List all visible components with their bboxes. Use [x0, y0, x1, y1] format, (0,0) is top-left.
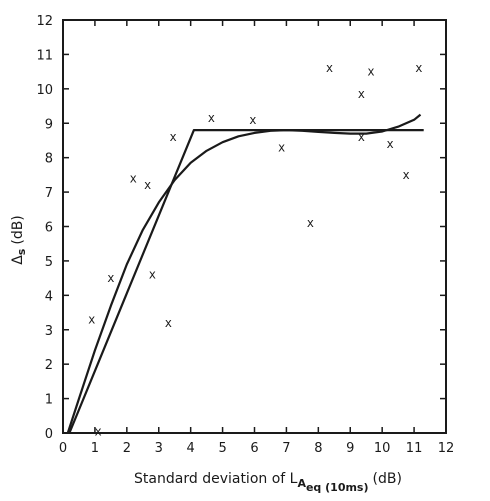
y-tick-label: 9: [45, 117, 53, 132]
y-tick-label: 6: [45, 221, 53, 236]
data-point-marker: x: [107, 271, 114, 285]
y-tick-label: 2: [45, 358, 53, 373]
x-tick-label: 8: [314, 441, 322, 456]
x-tick-label: 10: [374, 441, 391, 456]
plot-frame: [62, 19, 447, 434]
data-point-marker: x: [387, 137, 394, 151]
data-point-marker: x: [144, 178, 151, 192]
data-point-marker: x: [130, 171, 137, 185]
y-tick-label: 3: [45, 324, 53, 339]
x-axis-title-suffix: (dB): [373, 471, 402, 487]
data-point-marker: x: [402, 168, 409, 182]
plot-area-border: [62, 19, 447, 434]
data-point-marker: x: [208, 111, 215, 125]
x-tick-label: 12: [438, 441, 455, 456]
data-point-marker: x: [307, 216, 314, 230]
x-axis: 0 1 2 3 4 5 6 7 8 9 10 11 12: [59, 20, 454, 456]
data-point-marker: x: [358, 87, 365, 101]
piecewise-linear-fit-line: [68, 129, 424, 434]
data-point-marker: x: [326, 61, 333, 75]
y-tick-label: 10: [36, 83, 53, 98]
data-point-marker: x: [278, 140, 285, 154]
x-tick-label: 11: [406, 441, 423, 456]
data-point-marker: x: [165, 316, 172, 330]
data-point-marker: x: [358, 130, 365, 144]
x-tick-label: 1: [91, 441, 99, 456]
x-axis-title-subscript: A: [297, 477, 306, 490]
data-point-marker: x: [94, 424, 101, 438]
y-axis-title-subscript: s: [15, 248, 28, 255]
data-point-marker: x: [367, 65, 374, 79]
y-tick-label: 5: [45, 255, 53, 270]
x-tick-label: 2: [123, 441, 131, 456]
x-tick-label: 6: [250, 441, 258, 456]
y-tick-label: 12: [36, 14, 53, 29]
data-point-marker: x: [169, 130, 176, 144]
data-point-marker: x: [249, 113, 256, 127]
y-axis-title: Δs (dB): [10, 215, 28, 265]
x-axis-title-subsubscript: eq (10ms): [306, 481, 369, 494]
x-axis-title: Standard deviation of LAeq (10ms) (dB): [134, 471, 402, 494]
x-tick-label: 3: [155, 441, 163, 456]
fit-lines: [66, 113, 424, 434]
smooth-fit-curve: [66, 113, 422, 434]
y-axis-title-suffix: (dB): [10, 215, 26, 244]
y-axis-title-symbol: Δ: [10, 255, 26, 265]
y-tick-label: 0: [45, 427, 53, 442]
x-tick-label: 7: [282, 441, 290, 456]
x-tick-label: 0: [59, 441, 67, 456]
y-tick-label: 11: [36, 48, 53, 63]
data-point-marker: x: [88, 312, 95, 326]
y-tick-label: 4: [45, 289, 53, 304]
x-tick-label: 5: [218, 441, 226, 456]
x-axis-title-prefix: Standard deviation of L: [134, 471, 298, 487]
data-point-marker: x: [415, 61, 422, 75]
y-tick-label: 8: [45, 152, 53, 167]
data-point-marker: x: [149, 268, 156, 282]
y-tick-label: 1: [45, 393, 53, 408]
y-tick-label: 7: [45, 186, 53, 201]
x-tick-label: 9: [346, 441, 354, 456]
x-tick-label: 4: [187, 441, 195, 456]
